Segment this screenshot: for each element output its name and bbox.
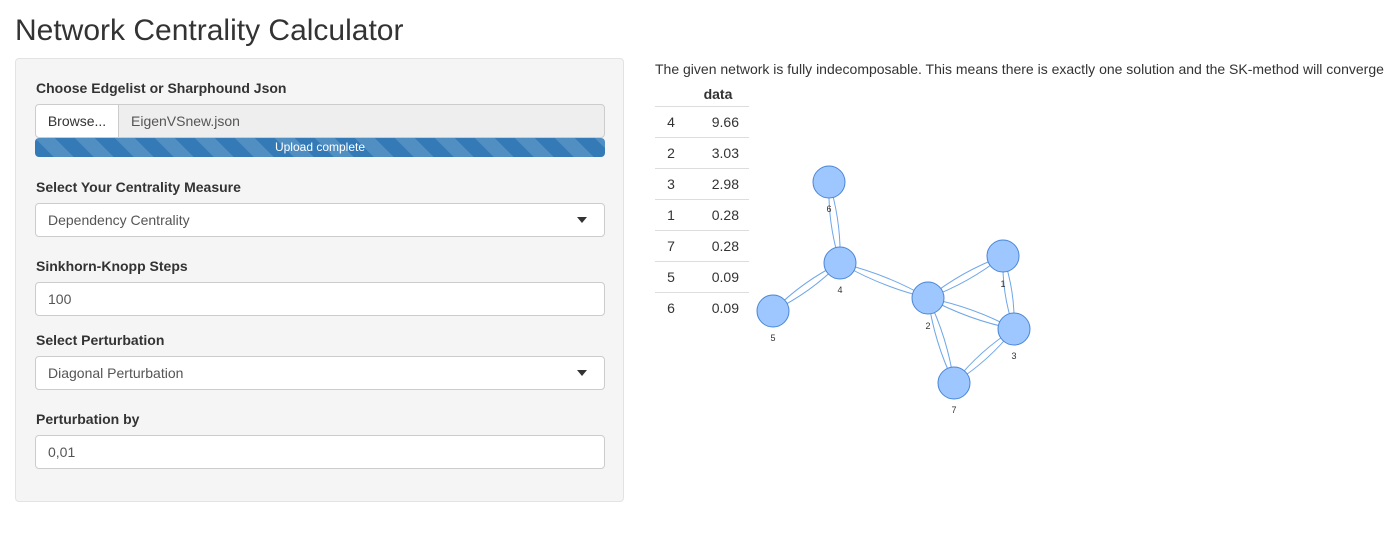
table-row: 7 0.28 — [655, 230, 749, 262]
graph-node-label-2: 2 — [925, 321, 930, 331]
perturbation-select[interactable]: Diagonal Perturbation — [35, 356, 605, 390]
table-row: 2 3.03 — [655, 137, 749, 169]
graph-node-label-7: 7 — [951, 405, 956, 415]
sk-steps-input[interactable]: 100 — [35, 282, 605, 316]
table-header-data: data — [687, 82, 749, 107]
file-input-label: Choose Edgelist or Sharphound Json — [36, 80, 287, 96]
perturbation-by-label: Perturbation by — [36, 411, 140, 427]
graph-node-label-1: 1 — [1000, 279, 1005, 289]
table-row: 3 2.98 — [655, 168, 749, 200]
graph-node-label-5: 5 — [770, 333, 775, 343]
graph-node-3 — [997, 312, 1031, 346]
graph-node-label-3: 3 — [1011, 351, 1016, 361]
centrality-label: Select Your Centrality Measure — [36, 179, 241, 195]
network-graph: 6 4 5 2 1 3 7 — [756, 165, 1031, 415]
graph-node-label-4: 4 — [837, 285, 842, 295]
row-value: 2.98 — [687, 168, 749, 200]
row-value: 9.66 — [687, 106, 749, 138]
row-id: 7 — [655, 230, 687, 262]
row-value: 3.03 — [687, 137, 749, 169]
page-title: Network Centrality Calculator — [15, 14, 404, 47]
sk-steps-label: Sinkhorn-Knopp Steps — [36, 258, 188, 274]
file-input[interactable]: Browse... EigenVSnew.json — [35, 104, 605, 138]
graph-node-5 — [756, 294, 790, 328]
upload-progress-bar: Upload complete — [35, 138, 605, 157]
upload-progress: Upload complete — [35, 138, 605, 157]
graph-node-4 — [823, 246, 857, 280]
table-row: 6 0.09 — [655, 292, 749, 323]
row-id: 4 — [655, 106, 687, 138]
centrality-select[interactable]: Dependency Centrality — [35, 203, 605, 237]
caret-down-icon — [577, 217, 587, 223]
graph-node-label-6: 6 — [826, 204, 831, 214]
browse-button[interactable]: Browse... — [35, 104, 119, 138]
caret-down-icon — [577, 370, 587, 376]
graph-node-6 — [812, 165, 846, 199]
row-value: 0.28 — [687, 230, 749, 262]
table-header-id — [655, 82, 687, 107]
table-row: 1 0.28 — [655, 199, 749, 231]
row-value: 0.09 — [687, 261, 749, 293]
perturbation-selected-value: Diagonal Perturbation — [48, 365, 184, 381]
table-row: 4 9.66 — [655, 106, 749, 138]
row-id: 5 — [655, 261, 687, 293]
sidebar-panel: Choose Edgelist or Sharphound Json Brows… — [15, 58, 624, 502]
table-header-row: data — [655, 82, 749, 107]
row-id: 1 — [655, 199, 687, 231]
row-value: 0.28 — [687, 199, 749, 231]
row-id: 6 — [655, 292, 687, 323]
row-id: 2 — [655, 137, 687, 169]
row-value: 0.09 — [687, 292, 749, 323]
perturbation-label: Select Perturbation — [36, 332, 165, 348]
status-message: The given network is fully indecomposabl… — [655, 61, 1384, 77]
table-row: 5 0.09 — [655, 261, 749, 293]
perturbation-by-input[interactable]: 0,01 — [35, 435, 605, 469]
centrality-selected-value: Dependency Centrality — [48, 212, 190, 228]
row-id: 3 — [655, 168, 687, 200]
graph-node-1 — [986, 239, 1020, 273]
graph-node-2 — [911, 281, 945, 315]
file-name-field[interactable]: EigenVSnew.json — [118, 104, 605, 138]
results-table: data 4 9.66 2 3.03 3 2.98 1 0.28 7 0.28 5 0.09… — [655, 82, 749, 323]
graph-node-7 — [937, 366, 971, 400]
